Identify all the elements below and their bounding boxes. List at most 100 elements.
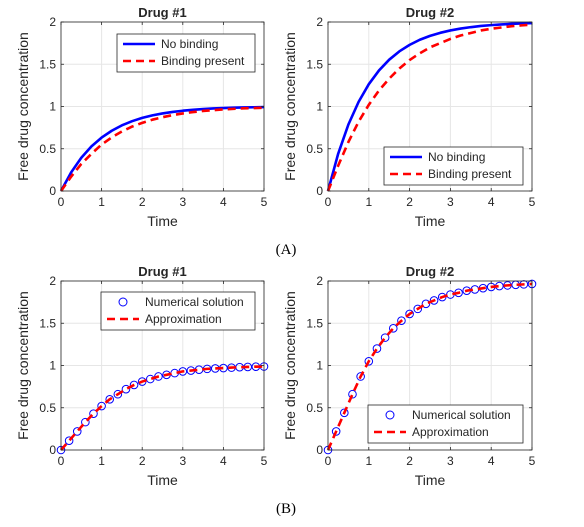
y-tick-label: 0 bbox=[316, 184, 323, 198]
x-tick-label: 2 bbox=[406, 195, 413, 209]
legend-label: Approximation bbox=[412, 425, 489, 439]
x-tick-label: 4 bbox=[220, 195, 227, 209]
y-axis-label: Free drug concentration bbox=[282, 291, 298, 440]
y-axis-label: Free drug concentration bbox=[15, 32, 31, 181]
y-tick-label: 1 bbox=[49, 100, 56, 114]
data-point bbox=[388, 324, 398, 333]
charts: 0 1 2 3 4 5 0 0.5 1 1.5 2 Drug #1 Time Free drug conc… bbox=[15, 5, 537, 488]
x-tick-label: 5 bbox=[529, 195, 536, 209]
legend-box bbox=[100, 291, 256, 331]
y-tick-label: 0.5 bbox=[306, 142, 323, 156]
x-axis-label: Time bbox=[415, 213, 446, 229]
x-tick-label: 1 bbox=[98, 195, 105, 209]
y-tick-label: 0.5 bbox=[39, 401, 56, 415]
x-tick-label: 3 bbox=[447, 454, 454, 468]
legend: No binding Binding present bbox=[383, 146, 524, 186]
legend-label: Approximation bbox=[145, 312, 222, 326]
data-point bbox=[97, 401, 106, 411]
data-point bbox=[105, 395, 115, 404]
panel-label-b: (B) bbox=[276, 501, 296, 517]
series-line-2 bbox=[326, 282, 533, 451]
legend: Numerical solution Approximation bbox=[367, 404, 524, 444]
x-axis-label: Time bbox=[147, 213, 178, 229]
y-tick-label: 0 bbox=[49, 443, 56, 457]
y-tick-label: 2 bbox=[49, 274, 56, 288]
legend: Numerical solution Approximation bbox=[100, 291, 256, 331]
data-point bbox=[397, 316, 406, 326]
x-tick-label: 2 bbox=[139, 195, 146, 209]
legend: No binding Binding present bbox=[116, 33, 256, 73]
y-axis-label: Free drug concentration bbox=[15, 291, 31, 440]
y-tick-label: 1.5 bbox=[39, 316, 56, 330]
data-point bbox=[405, 309, 414, 319]
x-tick-label: 0 bbox=[325, 195, 332, 209]
y-tick-label: 0.5 bbox=[306, 401, 323, 415]
x-tick-label: 4 bbox=[220, 454, 227, 468]
x-tick-label: 2 bbox=[139, 454, 146, 468]
y-tick-label: 2 bbox=[316, 274, 323, 288]
y-tick-label: 1.5 bbox=[306, 316, 323, 330]
y-tick-label: 2 bbox=[49, 15, 56, 29]
y-tick-label: 0.5 bbox=[39, 142, 56, 156]
data-point bbox=[372, 344, 382, 353]
x-tick-label: 5 bbox=[261, 454, 268, 468]
x-tick-label: 4 bbox=[488, 195, 495, 209]
x-tick-label: 0 bbox=[58, 195, 65, 209]
chart-title: Drug #1 bbox=[138, 264, 186, 279]
chart-title: Drug #2 bbox=[406, 5, 454, 20]
y-tick-label: 0 bbox=[316, 443, 323, 457]
data-point bbox=[429, 296, 439, 305]
legend-marker bbox=[385, 410, 395, 420]
legend-box bbox=[367, 404, 524, 444]
data-point bbox=[331, 427, 341, 436]
data-point bbox=[380, 333, 390, 342]
x-tick-label: 3 bbox=[447, 195, 454, 209]
chart-2: 0 1 2 3 4 5 0 0.5 1 1.5 2 Drug #2 Time Free drug conc… bbox=[282, 5, 536, 229]
x-tick-label: 0 bbox=[58, 454, 65, 468]
legend-label: Binding present bbox=[161, 54, 245, 68]
series-line-2 bbox=[60, 365, 265, 451]
legend-label: Numerical solution bbox=[145, 295, 244, 309]
legend-label: No binding bbox=[428, 150, 485, 164]
chart-4: 0 1 2 3 4 5 0 0.5 1 1.5 2 Drug #2 Time Free drug conc… bbox=[282, 264, 537, 488]
y-tick-label: 1.5 bbox=[39, 57, 56, 71]
legend-marker bbox=[118, 297, 128, 307]
data-point bbox=[121, 384, 131, 394]
y-axis-label: Free drug concentration bbox=[282, 32, 298, 181]
x-tick-label: 0 bbox=[325, 454, 332, 468]
x-tick-label: 1 bbox=[98, 454, 105, 468]
x-axis-label: Time bbox=[415, 472, 446, 488]
legend-label: No binding bbox=[161, 37, 218, 51]
data-point bbox=[72, 427, 82, 436]
data-point bbox=[364, 356, 374, 366]
data-point bbox=[421, 299, 431, 309]
y-tick-label: 0 bbox=[49, 184, 56, 198]
y-tick-label: 1 bbox=[316, 359, 323, 373]
legend-label: Binding present bbox=[428, 167, 512, 181]
data-point bbox=[348, 389, 357, 399]
chart-1: 0 1 2 3 4 5 0 0.5 1 1.5 2 Drug #1 Time Free drug conc… bbox=[15, 5, 268, 229]
x-tick-label: 1 bbox=[365, 195, 372, 209]
data-point bbox=[89, 409, 98, 418]
x-tick-label: 3 bbox=[179, 195, 186, 209]
data-point bbox=[413, 304, 423, 314]
y-tick-label: 2 bbox=[316, 15, 323, 29]
series-line-1 bbox=[326, 21, 533, 192]
x-tick-label: 1 bbox=[365, 454, 372, 468]
x-tick-label: 3 bbox=[179, 454, 186, 468]
panel-label-a: (A) bbox=[276, 242, 297, 258]
data-point bbox=[81, 417, 90, 427]
legend-box bbox=[116, 33, 256, 73]
x-axis-label: Time bbox=[147, 472, 178, 488]
y-tick-label: 1.5 bbox=[306, 57, 323, 71]
legend-box bbox=[383, 146, 524, 186]
data-point bbox=[64, 436, 74, 446]
data-point bbox=[356, 372, 365, 381]
y-tick-label: 1 bbox=[316, 100, 323, 114]
x-tick-label: 4 bbox=[488, 454, 495, 468]
data-point bbox=[129, 380, 139, 390]
chart-3: 0 1 2 3 4 5 0 0.5 1 1.5 2 Drug #1 Time Free drug conc… bbox=[15, 264, 269, 488]
x-tick-label: 2 bbox=[406, 454, 413, 468]
data-point bbox=[113, 389, 123, 399]
